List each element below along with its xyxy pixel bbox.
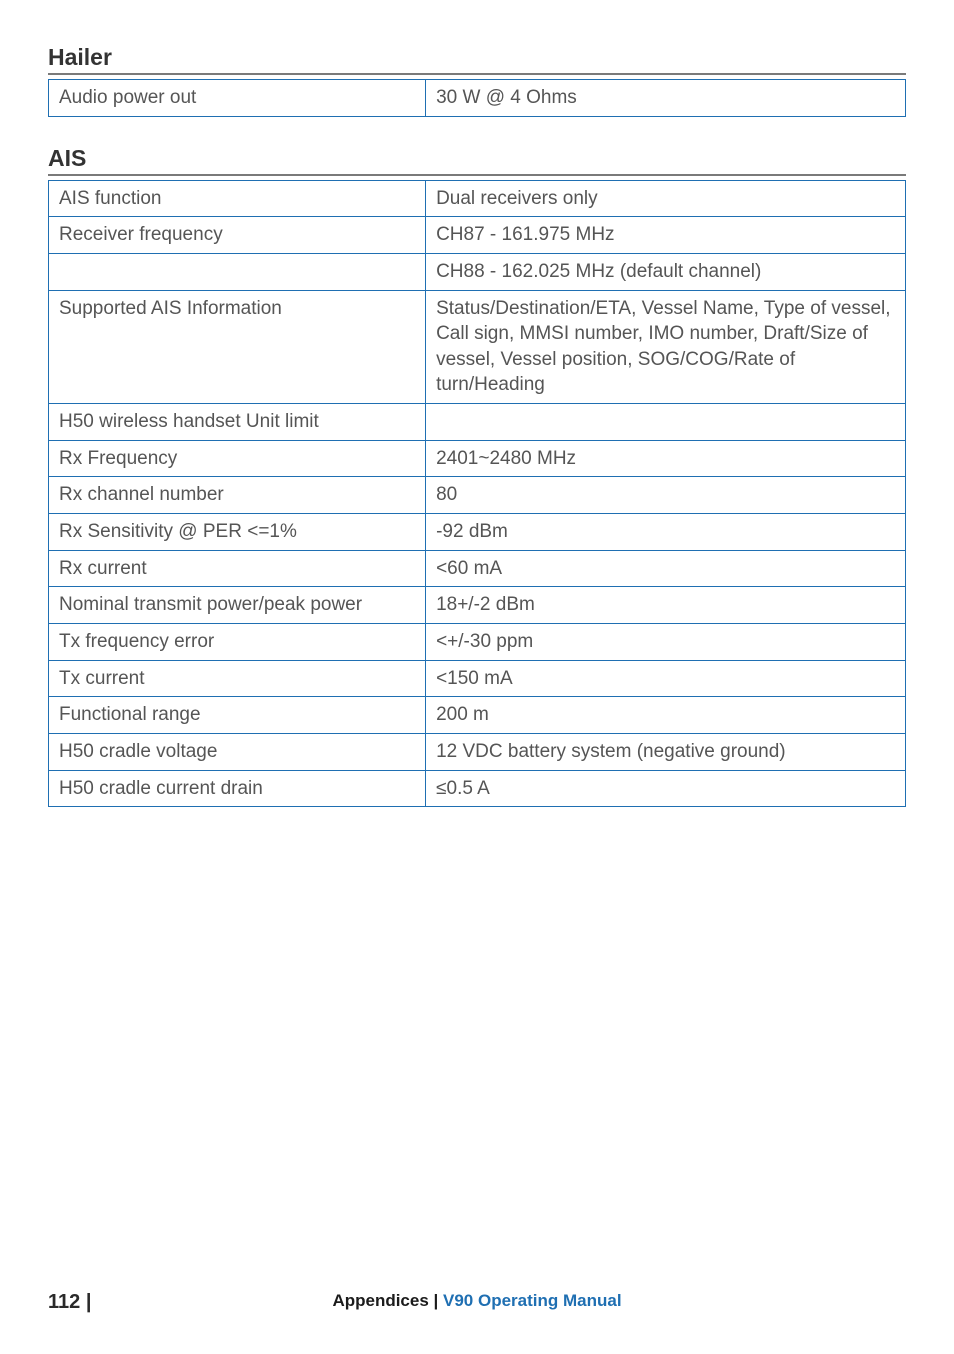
spec-value xyxy=(426,404,906,441)
footer-center: Appendices | V90 Operating Manual xyxy=(332,1291,621,1311)
spec-label: Functional range xyxy=(49,697,426,734)
spec-label xyxy=(49,253,426,290)
table-row: CH88 - 162.025 MHz (default channel) xyxy=(49,253,906,290)
page-content: Hailer Audio power out 30 W @ 4 Ohms AIS… xyxy=(0,0,954,807)
spec-label: H50 cradle voltage xyxy=(49,733,426,770)
table-row: AIS function Dual receivers only xyxy=(49,180,906,217)
table-row: H50 wireless handset Unit limit xyxy=(49,404,906,441)
footer-appendix-label: Appendices | xyxy=(332,1291,443,1310)
spec-value: 30 W @ 4 Ohms xyxy=(426,80,906,117)
spec-value: Dual receivers only xyxy=(426,180,906,217)
spec-value: 200 m xyxy=(426,697,906,734)
table-row: Rx Frequency 2401~2480 MHz xyxy=(49,440,906,477)
section-heading-ais: AIS xyxy=(48,145,906,176)
spec-value: -92 dBm xyxy=(426,514,906,551)
table-row: H50 cradle current drain ≤0.5 A xyxy=(49,770,906,807)
spec-value: 18+/-2 dBm xyxy=(426,587,906,624)
page-number: 112 | xyxy=(48,1291,91,1314)
spec-label: Tx current xyxy=(49,660,426,697)
table-row: Supported AIS Information Status/Destina… xyxy=(49,290,906,404)
spec-label: Audio power out xyxy=(49,80,426,117)
spec-value: <150 mA xyxy=(426,660,906,697)
spec-label: Receiver frequency xyxy=(49,217,426,254)
spec-value: Status/Destination/ETA, Vessel Name, Typ… xyxy=(426,290,906,404)
spec-label: Rx Frequency xyxy=(49,440,426,477)
spec-label: Nominal transmit power/peak power xyxy=(49,587,426,624)
spec-label: H50 cradle current drain xyxy=(49,770,426,807)
table-row: Rx Sensitivity @ PER <=1% -92 dBm xyxy=(49,514,906,551)
table-row: Receiver frequency CH87 - 161.975 MHz xyxy=(49,217,906,254)
table-row: Functional range 200 m xyxy=(49,697,906,734)
spec-label: AIS function xyxy=(49,180,426,217)
spec-value: <60 mA xyxy=(426,550,906,587)
spec-value: ≤0.5 A xyxy=(426,770,906,807)
table-row: Nominal transmit power/peak power 18+/-2… xyxy=(49,587,906,624)
spec-label: Tx frequency error xyxy=(49,623,426,660)
footer-manual-label: V90 Operating Manual xyxy=(443,1291,622,1310)
hailer-table: Audio power out 30 W @ 4 Ohms xyxy=(48,79,906,117)
spec-value: 12 VDC battery system (negative ground) xyxy=(426,733,906,770)
spec-label: Rx channel number xyxy=(49,477,426,514)
page-footer: 112 | Appendices | V90 Operating Manual xyxy=(0,1291,954,1314)
spec-label: Rx Sensitivity @ PER <=1% xyxy=(49,514,426,551)
table-row: Rx current <60 mA xyxy=(49,550,906,587)
spec-value: <+/-30 ppm xyxy=(426,623,906,660)
spec-value: 2401~2480 MHz xyxy=(426,440,906,477)
spec-label: Rx current xyxy=(49,550,426,587)
section-heading-hailer: Hailer xyxy=(48,44,906,75)
table-row: H50 cradle voltage 12 VDC battery system… xyxy=(49,733,906,770)
spec-value: CH87 - 161.975 MHz xyxy=(426,217,906,254)
table-row: Rx channel number 80 xyxy=(49,477,906,514)
table-row: Tx frequency error <+/-30 ppm xyxy=(49,623,906,660)
table-row: Tx current <150 mA xyxy=(49,660,906,697)
ais-table: AIS function Dual receivers only Receive… xyxy=(48,180,906,808)
spec-value: CH88 - 162.025 MHz (default channel) xyxy=(426,253,906,290)
spec-value: 80 xyxy=(426,477,906,514)
spec-label: H50 wireless handset Unit limit xyxy=(49,404,426,441)
table-row: Audio power out 30 W @ 4 Ohms xyxy=(49,80,906,117)
spec-label: Supported AIS Information xyxy=(49,290,426,404)
